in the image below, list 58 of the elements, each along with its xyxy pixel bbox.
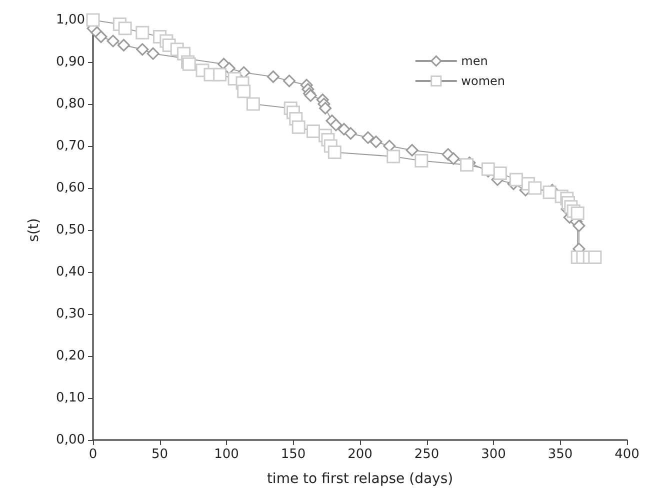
point (136, 26, 150, 40)
point (588, 250, 602, 264)
point (292, 120, 306, 134)
point (528, 181, 542, 195)
point (447, 152, 460, 165)
y-tick-label: 1,00 (56, 12, 85, 28)
point (136, 43, 149, 56)
y-tick-label: 0,50 (56, 222, 85, 238)
point (106, 34, 120, 48)
point (370, 136, 382, 148)
point (94, 30, 108, 44)
x-tick-label: 150 (280, 447, 306, 462)
x-tick-label: 400 (614, 447, 640, 462)
point (213, 68, 227, 82)
point (319, 102, 332, 114)
point (146, 47, 160, 60)
y-tick-label: 0,00 (56, 432, 85, 448)
point (328, 146, 342, 160)
y-tick-label: 0,90 (56, 54, 85, 70)
point (118, 22, 132, 36)
point (266, 70, 280, 83)
y-tick-label: 0,70 (56, 138, 85, 154)
y-tick-label: 0,10 (56, 390, 85, 406)
point (493, 166, 507, 180)
y-axis-title: s(t) (26, 218, 42, 242)
x-tick-label: 0 (88, 447, 98, 462)
point (386, 150, 400, 164)
point (282, 74, 296, 88)
point (542, 185, 556, 199)
y-tick-label: 0,60 (56, 180, 85, 196)
point (570, 206, 584, 220)
x-tick-label: 200 (348, 447, 372, 462)
point (414, 154, 428, 168)
point (246, 97, 260, 111)
point (509, 172, 523, 186)
y-tick-label: 0,30 (56, 306, 85, 322)
point (86, 13, 100, 27)
point (117, 38, 130, 52)
x-tick-label: 250 (414, 447, 440, 462)
x-axis-title: time to first relapse (days) (266, 471, 454, 487)
y-tick-label: 0,40 (56, 264, 85, 280)
point (330, 118, 342, 132)
point (572, 220, 586, 232)
point (460, 158, 474, 172)
point (362, 131, 374, 144)
x-tick-label: 350 (548, 447, 573, 462)
x-tick-label: 300 (481, 447, 506, 462)
y-tick-label: 0,20 (56, 348, 85, 364)
point (344, 127, 357, 140)
legend-label: men (461, 54, 488, 68)
y-tick-label: 0,80 (56, 96, 85, 112)
x-tick-label: 50 (151, 447, 168, 462)
x-tick-label: 100 (214, 447, 239, 462)
legend-label: women (461, 74, 506, 88)
point (406, 144, 418, 156)
point (481, 162, 495, 176)
point (237, 84, 251, 98)
point (306, 124, 320, 138)
